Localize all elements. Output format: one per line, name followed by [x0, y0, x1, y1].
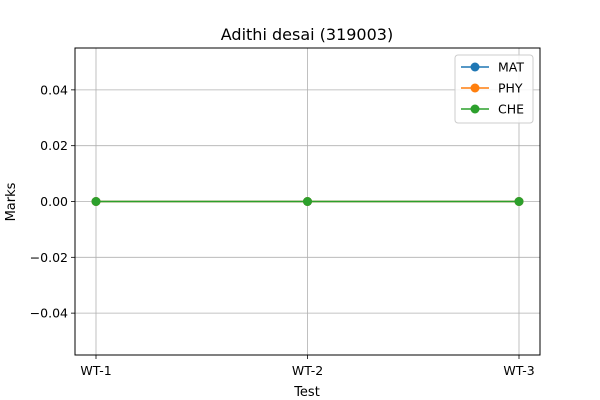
x-tick-label: WT-3: [503, 363, 534, 378]
data-point-che: [91, 197, 101, 206]
legend: MAT PHY CHE: [454, 54, 534, 124]
legend-label-phy: PHY: [498, 81, 523, 96]
legend-marker-che: [470, 104, 480, 114]
y-axis: 0.04 0.02 0.00 −0.02 −0.04: [30, 82, 75, 321]
y-tick-label: 0.00: [40, 194, 68, 209]
data-point-che: [303, 197, 312, 206]
x-tick-label: WT-2: [292, 363, 323, 378]
legend-label-mat: MAT: [498, 60, 524, 75]
x-axis: WT-1 WT-2 WT-3: [80, 355, 535, 378]
legend-marker-mat: [470, 62, 480, 72]
y-tick-label: 0.02: [40, 138, 68, 153]
y-tick-label: 0.04: [40, 82, 68, 97]
y-axis-label: Marks: [4, 182, 19, 221]
series-lines: [91, 197, 524, 206]
chart-title: Adithi desai (319003): [221, 25, 393, 44]
legend-marker-phy: [470, 83, 480, 93]
x-axis-label: Test: [293, 385, 320, 400]
y-tick-label: −0.04: [30, 306, 68, 321]
legend-label-che: CHE: [498, 102, 524, 117]
y-tick-label: −0.02: [30, 250, 68, 265]
x-tick-label: WT-1: [80, 363, 111, 378]
data-point-che: [514, 197, 524, 206]
